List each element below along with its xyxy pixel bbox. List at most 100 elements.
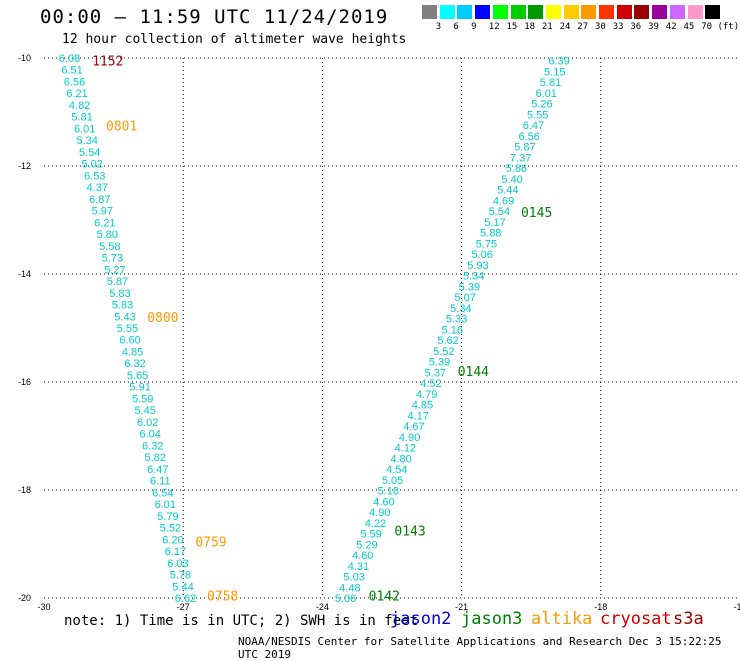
- swh-value-label: 6.47: [523, 120, 544, 132]
- swh-value-label: 4.85: [412, 400, 433, 412]
- swh-value-label: 5.88: [480, 228, 501, 240]
- swh-value-label: 5.39: [429, 357, 450, 369]
- swh-value-label: 5.27: [104, 264, 125, 276]
- satellite-legend-cryosat: cryosat: [600, 609, 672, 629]
- swh-value-label: 5.83: [112, 300, 133, 312]
- swh-value-label: 5.62: [437, 335, 458, 347]
- swh-value-label: 5.55: [117, 323, 138, 335]
- swh-value-label: 5.54: [79, 147, 100, 159]
- swh-value-label: 5.33: [446, 314, 467, 326]
- swh-value-label: 4.80: [390, 453, 411, 465]
- swh-value-label: 5.91: [129, 382, 150, 394]
- swh-value-label: 5.02: [82, 159, 103, 171]
- pass-time-label: 1152: [92, 55, 123, 70]
- swh-value-label: 5.18: [378, 486, 399, 498]
- colorbar-swatch: [616, 5, 632, 19]
- swh-value-label: 5.15: [544, 66, 565, 78]
- swh-value-label: 6.08: [59, 53, 80, 65]
- swh-value-label: 5.29: [356, 539, 377, 551]
- lon-tick-label: -18: [594, 602, 607, 612]
- swh-value-label: 5.93: [467, 260, 488, 272]
- swh-value-label: 5.79: [157, 511, 178, 523]
- swh-value-label: 4.17: [407, 410, 428, 422]
- swh-value-label: 5.58: [99, 241, 120, 253]
- swh-value-label: 5.06: [471, 249, 492, 261]
- colorbar-tick-label: 30: [595, 22, 606, 32]
- swh-value-label: 5.52: [433, 346, 454, 358]
- colorbar-tick-label: 21: [541, 22, 553, 32]
- colorbar-swatch: [528, 5, 544, 19]
- swh-value-label: 5.43: [114, 311, 135, 323]
- colorbar-tick-label: 3: [435, 22, 442, 32]
- colorbar-swatch: [510, 5, 526, 19]
- swh-value-label: 5.37: [425, 367, 446, 379]
- swh-value-label: 4.79: [416, 389, 437, 401]
- swh-value-label: 4.22: [365, 518, 386, 530]
- swh-value-label: 5.59: [361, 529, 382, 541]
- swh-value-label: 6.21: [94, 217, 115, 229]
- swh-value-label: 6.21: [66, 88, 87, 100]
- footer-credit: NOAA/NESDIS Center for Satellite Applica…: [238, 635, 722, 661]
- colorbar-tick-label: 9: [471, 22, 477, 32]
- lon-tick-label: -15: [733, 602, 740, 612]
- swh-value-label: 5.34: [463, 271, 484, 283]
- swh-value-label: 5.44: [497, 185, 518, 197]
- colorbar-tick-label: 18: [524, 22, 536, 32]
- swh-value-label: 5.55: [527, 109, 548, 121]
- swh-value-label: 5.03: [343, 572, 364, 584]
- colorbar-swatch: [581, 5, 597, 19]
- pass-time-label: 0758: [207, 589, 238, 604]
- swh-value-label: 5.65: [127, 370, 148, 382]
- swh-value-label: 6.01: [155, 499, 176, 511]
- swh-value-label: 5.05: [382, 475, 403, 487]
- satellite-legend-s3a: s3a: [673, 609, 704, 629]
- swh-value-label: 4.67: [403, 421, 424, 433]
- satellite-legend-altika: altika: [531, 609, 593, 629]
- colorbar-swatch: [545, 5, 561, 19]
- swh-value-label: 5.52: [160, 523, 181, 535]
- colorbar-swatch: [563, 5, 579, 19]
- colorbar-tick-label: 15: [506, 22, 518, 32]
- swh-value-label: 4.90: [369, 507, 390, 519]
- swh-value-label: 5.40: [501, 174, 522, 186]
- swh-value-label: 5.78: [170, 570, 191, 582]
- colorbar-swatch: [687, 5, 703, 19]
- swh-value-label: 6.03: [167, 558, 188, 570]
- swh-value-label: 6.20: [162, 534, 183, 546]
- swh-value-label: 5.97: [92, 206, 113, 218]
- swh-value-label: 5.54: [489, 206, 510, 218]
- swh-value-label: 5.82: [145, 452, 166, 464]
- colorbar-tick-label: 6: [453, 22, 459, 32]
- swh-value-label: 5.87: [107, 276, 128, 288]
- swh-value-label: 6.51: [61, 65, 82, 77]
- colorbar-swatch: [669, 5, 685, 19]
- swh-value-label: 6.62: [175, 593, 196, 605]
- swh-value-label: 6.32: [124, 358, 145, 370]
- lat-tick-label: -10: [18, 53, 31, 63]
- swh-value-label: 5.81: [540, 77, 561, 89]
- colorbar-swatch: [705, 5, 721, 19]
- pass-time-label: 0142: [369, 589, 400, 604]
- colorbar-swatch: [457, 5, 473, 19]
- colorbar-tick-label: 24: [559, 22, 571, 32]
- swh-value-label: 4.90: [399, 432, 420, 444]
- swh-value-label: 4.85: [122, 346, 143, 358]
- swh-value-label: 4.48: [339, 582, 360, 594]
- colorbar-swatch: [492, 5, 508, 19]
- colorbar-swatch: [475, 5, 491, 19]
- swh-value-label: 6.02: [137, 417, 158, 429]
- swh-value-label: 5.39: [459, 281, 480, 293]
- colorbar-tick-label: 70 (ft): [701, 22, 740, 32]
- swh-value-label: 5.59: [132, 393, 153, 405]
- swh-value-label: 6.56: [64, 76, 85, 88]
- swh-value-label: 5.06: [335, 593, 356, 605]
- colorbar-swatch: [422, 5, 437, 19]
- lon-tick-label: -21: [455, 602, 468, 612]
- swh-value-label: 4.31: [348, 561, 369, 573]
- swh-value-label: 4.69: [493, 195, 514, 207]
- colorbar-swatch: [652, 5, 668, 19]
- colorbar-tick-label: 36: [630, 22, 642, 32]
- swh-value-label: 5.73: [102, 253, 123, 265]
- satellite-legend-jason2: jason2: [390, 609, 452, 629]
